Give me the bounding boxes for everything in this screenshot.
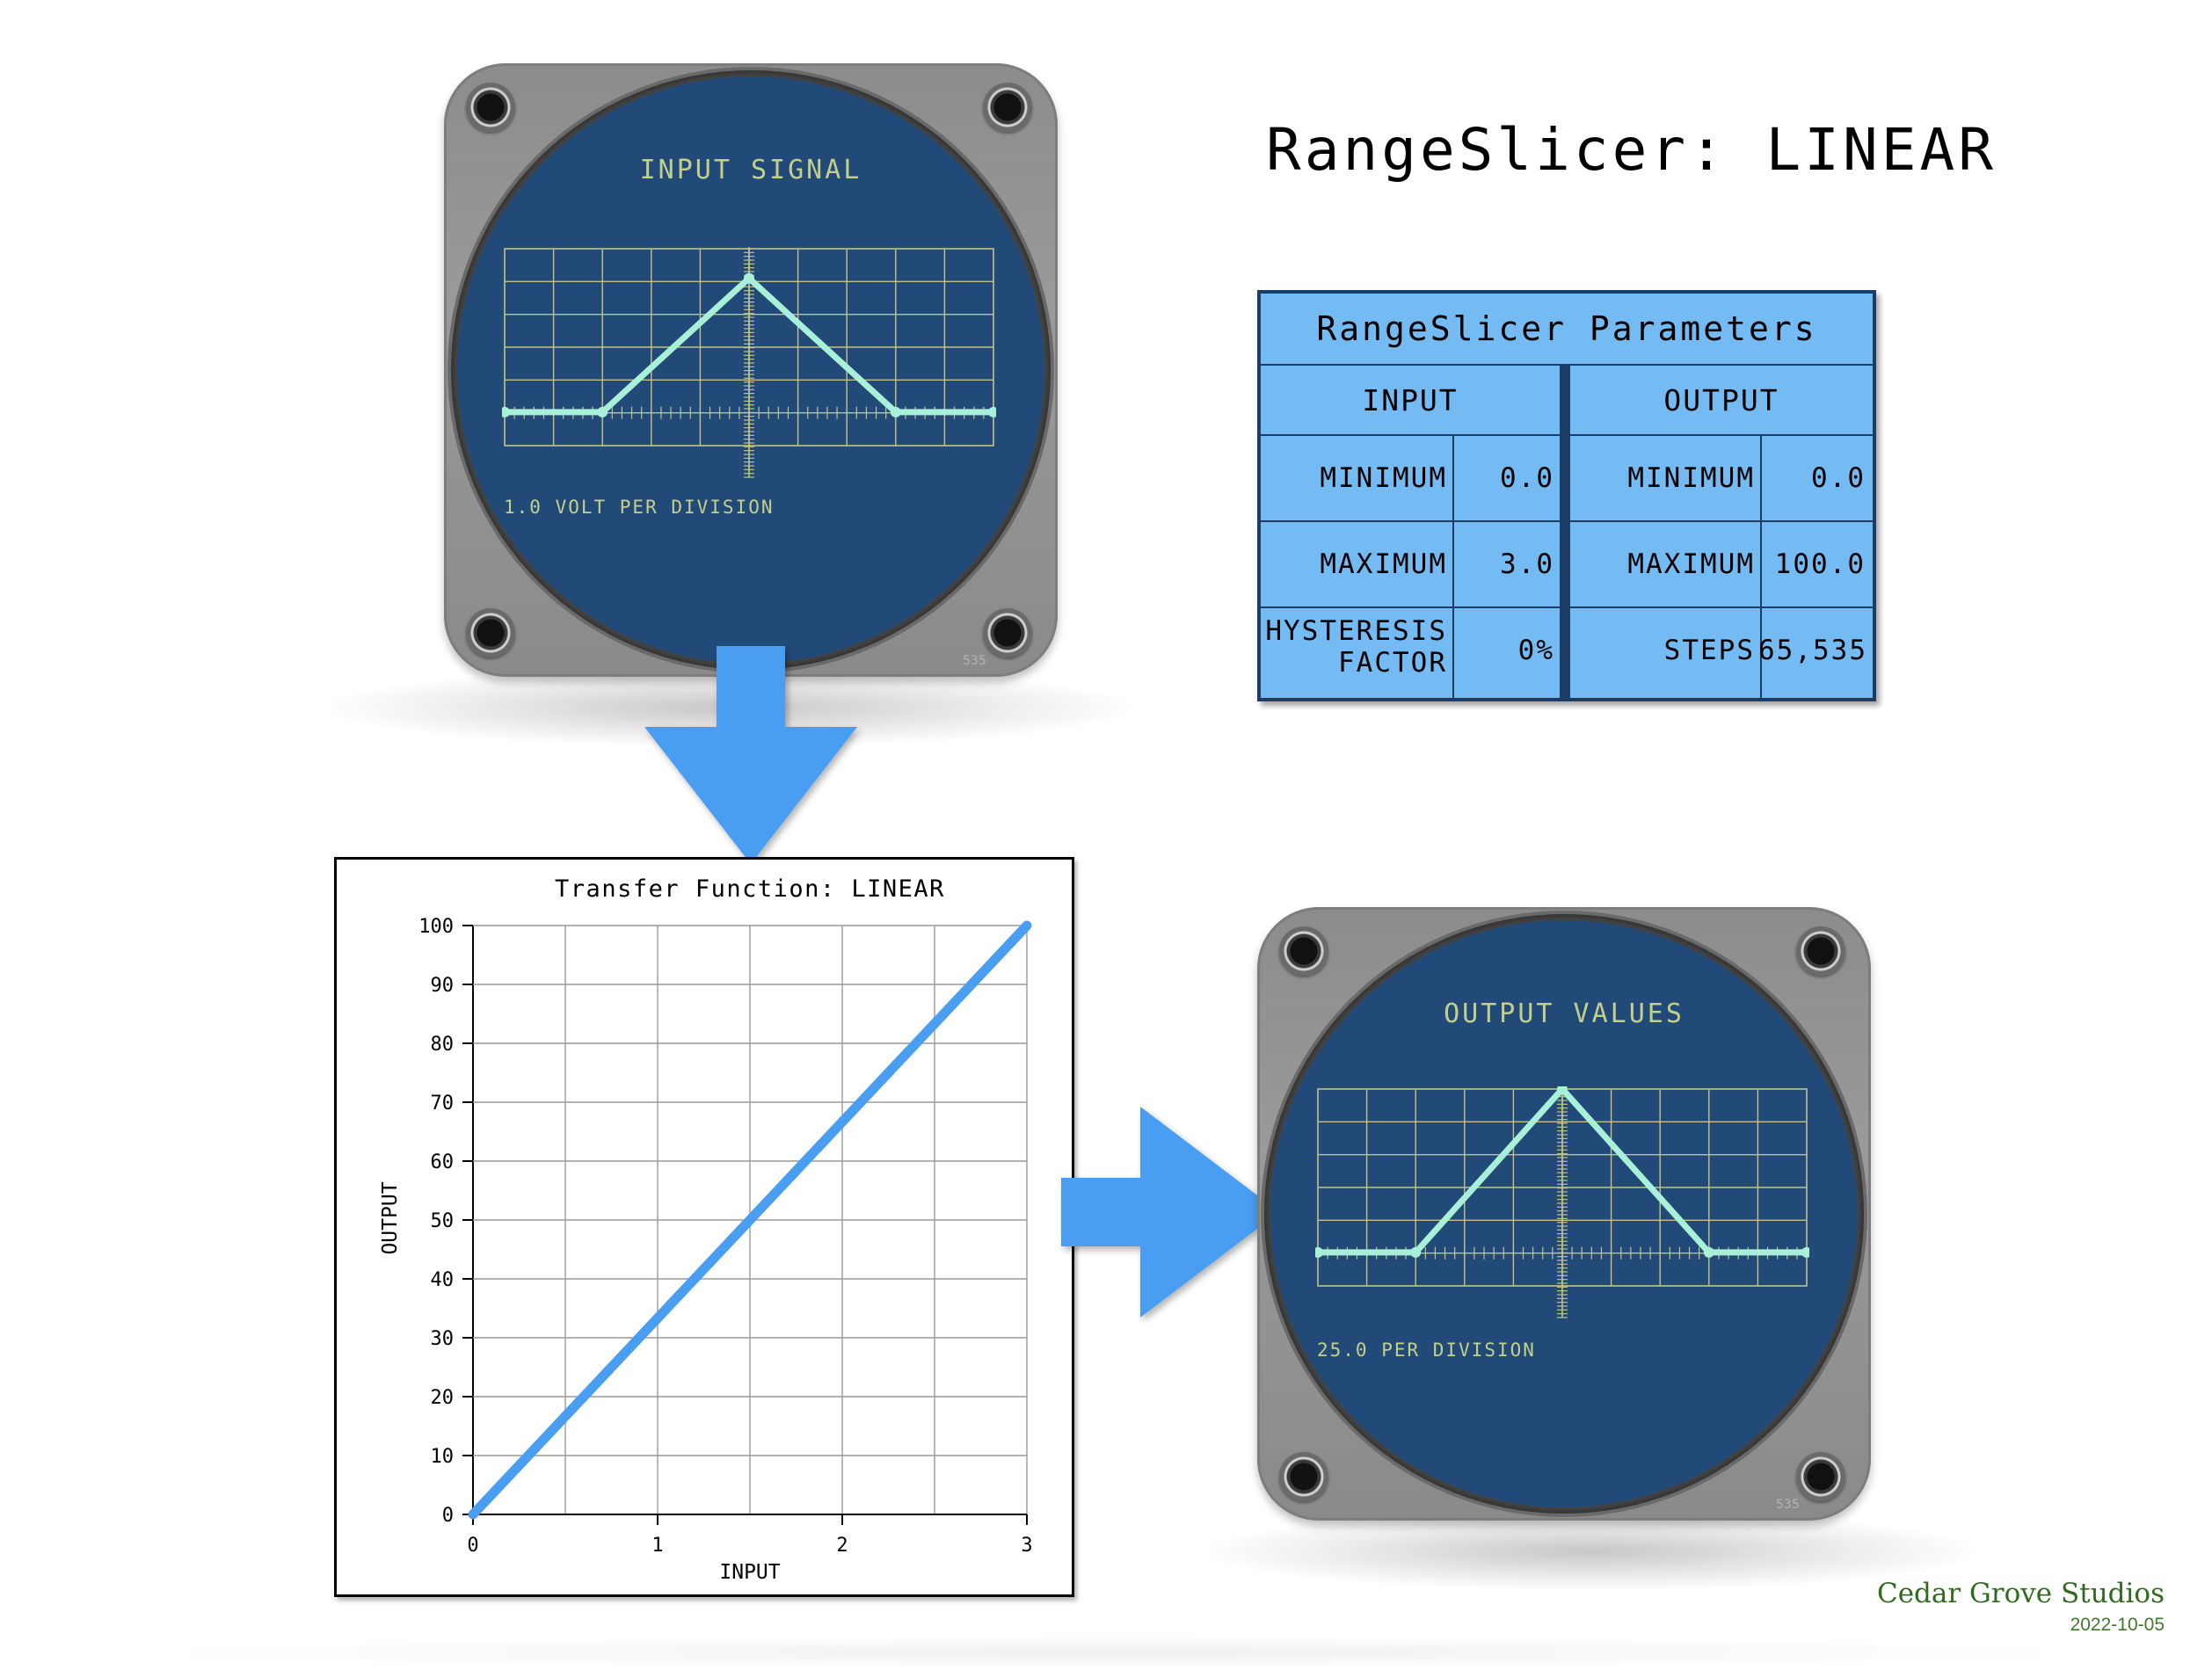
input-scope-screen [457, 76, 1044, 664]
date: 2022-10-05 [2070, 1615, 2165, 1635]
screw-icon [1796, 926, 1845, 976]
steps-value: 65,535 [1758, 635, 1867, 666]
y-tick-label: 20 [431, 1387, 455, 1409]
output-scope-shadow [1204, 1512, 1978, 1591]
screw-icon [983, 83, 1032, 132]
y-tick-label: 10 [431, 1446, 455, 1468]
x-tick-label: 0 [467, 1535, 478, 1557]
input-scope-model: 535 [963, 654, 986, 668]
screw-icon [1279, 1452, 1328, 1501]
column-separator [1560, 366, 1570, 698]
down-arrow-shape [644, 646, 857, 864]
output-min-value: 0.0 [1811, 462, 1866, 494]
y-tick-label: 80 [431, 1034, 455, 1056]
output-scope: OUTPUT VALUES 25.0 PER DIVISION 535 [1257, 907, 1871, 1521]
input-scope-graticule [502, 247, 996, 478]
hysteresis-label-line1: HYSTERESIS [1265, 615, 1447, 647]
parameters-heading: RangeSlicer Parameters [1316, 309, 1817, 348]
y-tick-label: 100 [418, 916, 454, 938]
page-title: RangeSlicer: LINEAR [1266, 116, 1997, 184]
output-min-label: MINIMUM [1627, 462, 1755, 494]
x-tick-label: 2 [836, 1535, 848, 1557]
output-scope-graticule [1315, 1086, 1809, 1318]
screw-icon [1796, 1452, 1845, 1501]
output-max-value: 100.0 [1774, 548, 1866, 580]
x-tick-label: 3 [1021, 1535, 1032, 1557]
trace-point [1801, 1246, 1809, 1258]
output-max-label: MAXIMUM [1627, 548, 1755, 580]
trace-point [1410, 1246, 1422, 1258]
output-scope-screen [1270, 920, 1858, 1507]
x-axis-label: INPUT [719, 1561, 780, 1584]
y-tick-label: 50 [431, 1210, 455, 1232]
right-arrow [1061, 1107, 1279, 1318]
parameters-table: RangeSlicer Parameters INPUT OUTPUT MINI… [1257, 290, 1876, 701]
input-max-label: MAXIMUM [1320, 548, 1447, 580]
trace-point [744, 272, 754, 284]
trace-point [597, 406, 608, 418]
input-scope-title: INPUT SIGNAL [639, 155, 862, 185]
trace-point [988, 406, 996, 418]
y-tick-label: 0 [442, 1505, 454, 1527]
input-min-value: 0.0 [1500, 462, 1554, 494]
screw-icon [466, 83, 515, 132]
y-tick-label: 30 [431, 1328, 455, 1350]
right-arrow-shape [1061, 1107, 1279, 1318]
y-tick-label: 70 [431, 1093, 455, 1115]
input-max-value: 3.0 [1500, 548, 1554, 580]
y-axis-label: OUTPUT [379, 1181, 402, 1254]
down-arrow [644, 646, 857, 864]
screw-icon [466, 608, 515, 657]
trace-point [502, 406, 510, 418]
trace-point [1703, 1246, 1714, 1258]
trace-point [1315, 1246, 1323, 1258]
input-scope: INPUT SIGNAL 1.0 VOLT PER DIVISION 535 [444, 63, 1058, 677]
output-scope-caption: 25.0 PER DIVISION [1317, 1340, 1536, 1361]
y-tick-label: 60 [431, 1151, 455, 1173]
trace-point [890, 406, 901, 418]
y-tick-label: 40 [431, 1269, 455, 1291]
screw-icon [983, 608, 1032, 657]
studio-name: Cedar Grove Studios [1876, 1578, 2165, 1609]
input-header: INPUT [1362, 382, 1459, 418]
y-tick-label: 90 [431, 975, 455, 997]
transfer-function-chart: Transfer Function: LINEAR 0 10 20 30 40 50 60 7… [334, 857, 1074, 1597]
hysteresis-value: 0% [1517, 635, 1554, 666]
trace-point [1557, 1086, 1568, 1094]
x-tick-label: 1 [651, 1535, 663, 1557]
steps-label: STEPS [1663, 635, 1755, 666]
transfer-line [468, 920, 1032, 1520]
chart-title: Transfer Function: LINEAR [555, 875, 945, 903]
floor-shadow [106, 1635, 2128, 1670]
input-scope-caption: 1.0 VOLT PER DIVISION [504, 497, 775, 518]
input-min-label: MINIMUM [1320, 462, 1447, 494]
output-scope-model: 535 [1776, 1498, 1800, 1512]
transfer-chart-svg: Transfer Function: LINEAR 01020304050607… [379, 875, 1033, 1584]
output-scope-title: OUTPUT VALUES [1444, 998, 1684, 1029]
screw-icon [1279, 926, 1328, 976]
output-header: OUTPUT [1663, 382, 1779, 418]
hysteresis-label-line2: FACTOR [1338, 647, 1447, 679]
